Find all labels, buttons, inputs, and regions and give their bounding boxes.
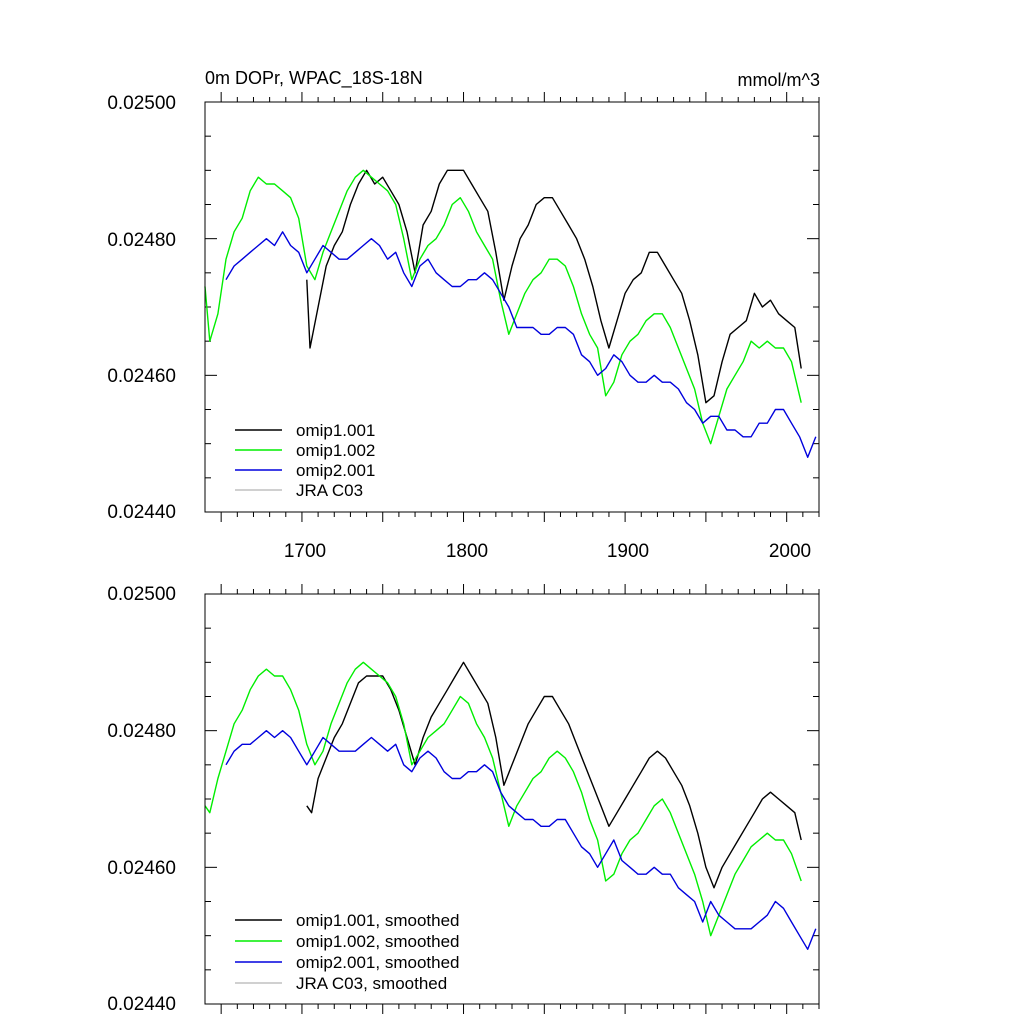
x-tick-label-1800: 1800 xyxy=(446,541,488,562)
legend-label-omip1-001-smoothed: omip1.001, smoothed xyxy=(296,911,460,930)
x-tick-label-1900: 1900 xyxy=(607,541,649,562)
bottom-y-tick-labels: 0.02500 0.02480 0.02460 0.02440 xyxy=(107,584,176,1015)
bottom-y-tick-label: 0.02480 xyxy=(107,721,176,742)
top-panel-title: 0m DOPr, WPAC_18S-18N xyxy=(205,68,423,89)
legend-label-jra-c03: JRA C03 xyxy=(296,481,363,500)
legend-label-jra-c03-smoothed: JRA C03, smoothed xyxy=(296,974,447,993)
series-line-omip1-001-smoothed xyxy=(306,661,802,889)
top-x-tick-labels: 1700 1800 1900 2000 xyxy=(284,541,811,562)
top-legend: omip1.001 omip1.002 omip2.001 JRA C03 xyxy=(235,421,375,500)
bottom-y-tick-label: 0.02440 xyxy=(107,994,176,1015)
series-line-omip2-001 xyxy=(225,231,817,458)
top-y-tick-label: 0.02440 xyxy=(107,502,176,523)
series-line-omip1-002 xyxy=(204,169,802,445)
top-panel-units: mmol/m^3 xyxy=(738,70,820,90)
x-tick-label-2000: 2000 xyxy=(769,541,811,562)
x-tick-label-1700: 1700 xyxy=(284,541,326,562)
series-line-omip1-001 xyxy=(306,169,802,404)
top-y-tick-label: 0.02500 xyxy=(107,93,176,114)
top-y-tick-label: 0.02480 xyxy=(107,230,176,251)
bottom-y-tick-label: 0.02500 xyxy=(107,584,176,605)
bottom-axis-ticks xyxy=(205,584,820,1014)
bottom-y-tick-label: 0.02460 xyxy=(107,858,176,879)
legend-label-omip1-001: omip1.001 xyxy=(296,421,375,440)
top-y-tick-labels: 0.02500 0.02480 0.02460 0.02440 xyxy=(107,93,176,523)
top-axis-ticks xyxy=(205,92,820,522)
bottom-series-lines xyxy=(204,661,817,950)
series-line-omip1-002-smoothed xyxy=(204,661,802,937)
bottom-panel: 0.02500 0.02480 0.02460 0.02440 omip1.00… xyxy=(107,584,820,1015)
legend-label-omip1-002: omip1.002 xyxy=(296,441,375,460)
top-plot-frame xyxy=(204,101,820,513)
top-series-lines xyxy=(204,169,817,458)
series-line-omip2-001-smoothed xyxy=(225,730,817,950)
top-y-tick-label: 0.02460 xyxy=(107,366,176,387)
bottom-plot-frame xyxy=(204,593,820,1005)
top-panel: 0m DOPr, WPAC_18S-18N mmol/m^3 0.02500 0… xyxy=(107,68,820,562)
legend-label-omip2-001-smoothed: omip2.001, smoothed xyxy=(296,953,460,972)
legend-label-omip1-002-smoothed: omip1.002, smoothed xyxy=(296,932,460,951)
bottom-legend: omip1.001, smoothed omip1.002, smoothed … xyxy=(235,911,460,993)
legend-label-omip2-001: omip2.001 xyxy=(296,461,375,480)
